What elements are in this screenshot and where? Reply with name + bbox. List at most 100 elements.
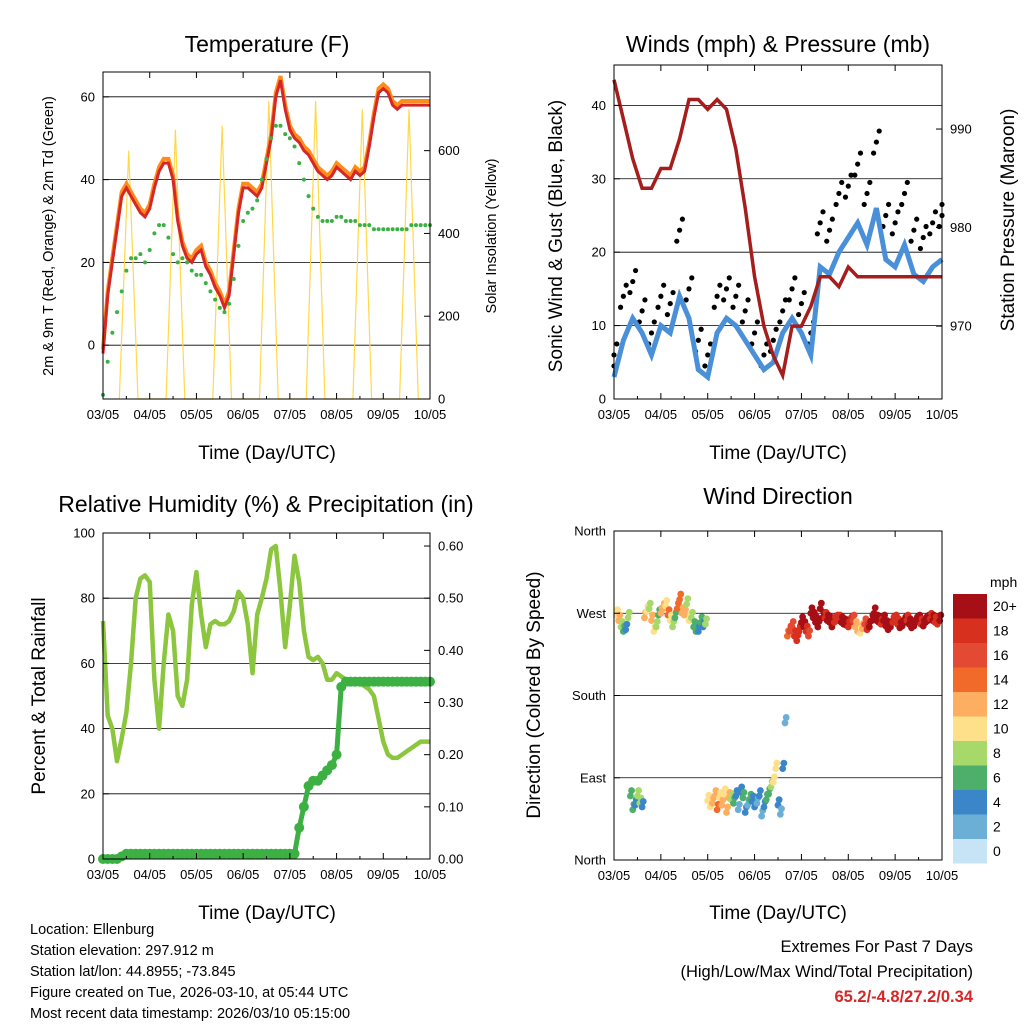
gust-point: [930, 220, 936, 226]
direction-point: [814, 623, 822, 631]
humidity-line: [100, 543, 430, 764]
legend-swatch: [953, 716, 987, 741]
dewpoint-point: [367, 223, 372, 228]
dewpoint-point: [273, 123, 278, 128]
dewpoint-point: [301, 177, 306, 182]
gust-point: [754, 319, 760, 325]
gust-point: [679, 216, 686, 222]
direction-point: [734, 806, 742, 814]
legend-label: 0: [993, 843, 1001, 859]
gust-point: [695, 337, 701, 343]
dewpoint-point: [348, 219, 353, 224]
direction-point: [703, 615, 710, 623]
winds-ylabel: Sonic Wind & Gust (Blue, Black): [546, 100, 567, 372]
recent-timestamp: Most recent data timestamp: 2026/03/10 0…: [30, 1006, 351, 1022]
temp-2m-line: [101, 79, 430, 354]
humidity-y2tick-label: 0.30: [438, 695, 463, 710]
dewpoint-point: [245, 210, 250, 215]
dewpoint-point: [287, 136, 292, 141]
gust-point: [711, 304, 717, 310]
direction-point: [671, 614, 679, 622]
gust-point: [855, 161, 861, 167]
gust-point: [667, 300, 673, 307]
temperature-ytick-label: 0: [88, 338, 95, 353]
humidity-axes: 0 20 40 60 80 100 0.00 0.10 0.20 0.30 0.40 0.50 0.60…: [73, 526, 463, 883]
direction-point: [614, 606, 621, 613]
station-latlon: Station lat/lon: 44.8955; -73.845: [30, 964, 236, 980]
direction-point: [628, 787, 635, 794]
gust-point: [658, 293, 664, 299]
gust-point: [917, 245, 924, 252]
direction-point: [694, 628, 702, 635]
precip-point: [289, 848, 300, 859]
direction-xlabel: Time (Day/UTC): [709, 903, 847, 924]
humidity-y2tick-label: 0.40: [438, 643, 463, 658]
gust-point: [617, 304, 624, 310]
legend-label: 6: [993, 770, 1001, 786]
dewpoint-point: [110, 330, 115, 335]
figure-created: Figure created on Tue, 2026-03-10, at 05…: [30, 985, 349, 1001]
gust-point: [639, 308, 645, 314]
direction-point: [805, 632, 812, 640]
direction-point: [641, 614, 648, 622]
temperature-title: Temperature (F): [185, 31, 350, 57]
gust-point: [870, 150, 877, 156]
dewpoint-point: [194, 272, 199, 277]
legend-swatch: [953, 741, 987, 766]
winds-ytick-label: 10: [592, 318, 606, 333]
dewpoint-point: [203, 281, 208, 286]
gust-point: [745, 297, 751, 303]
dewpoint-point: [231, 276, 236, 281]
gust-point: [842, 194, 849, 200]
direction-point: [772, 765, 780, 773]
direction-point: [769, 778, 777, 786]
gust-point: [885, 201, 892, 208]
direction-point: [758, 812, 765, 820]
direction-point: [724, 803, 732, 811]
dewpoint-point: [208, 289, 213, 294]
dewpoint-point: [334, 214, 339, 219]
direction-point: [730, 799, 737, 807]
gust-point: [730, 304, 736, 310]
legend-swatch: [953, 692, 987, 717]
legend-swatch: [953, 839, 987, 864]
humidity-ytick-label: 60: [81, 656, 95, 671]
direction-ytick-label: South: [572, 688, 606, 703]
humidity-xtick-label: 05/05: [180, 867, 213, 882]
gust-point: [677, 227, 683, 233]
gust-point: [651, 319, 657, 325]
gust-point: [796, 311, 802, 318]
legend-swatch: [953, 594, 987, 619]
humidity-ytick-label: 80: [81, 591, 95, 606]
direction-point: [776, 810, 784, 818]
gust-point: [892, 220, 898, 226]
direction-point: [676, 596, 683, 603]
direction-point: [771, 773, 778, 781]
winds-axes: 0 10 20 30 40 970 980 990 03/05 04/05 05/05 06/05 07…: [592, 65, 972, 422]
dewpoint-point: [413, 223, 418, 228]
dewpoint-point: [311, 206, 316, 211]
direction-point: [871, 604, 879, 612]
legend-swatch: [953, 667, 987, 692]
gust-point: [911, 227, 917, 233]
legend-swatch: [953, 643, 987, 668]
dewpoint-point: [138, 252, 143, 257]
direction-point: [648, 617, 655, 624]
gust-point: [932, 209, 939, 215]
temperature-xtick-label: 08/05: [320, 407, 353, 422]
gust-point: [786, 297, 792, 303]
gust-point: [789, 286, 795, 292]
precip-point: [326, 760, 337, 771]
dewpoint-point: [399, 227, 404, 232]
legend-label: 16: [993, 647, 1009, 663]
dewpoint-point: [264, 156, 269, 161]
direction-ytick-label: West: [577, 606, 607, 621]
direction-point: [789, 618, 797, 625]
temperature-ytick-label: 60: [81, 89, 95, 104]
dewpoint-point: [409, 223, 414, 228]
gust-point: [648, 330, 655, 336]
direction-xtick-label: 03/05: [598, 868, 631, 883]
gust-point: [883, 212, 889, 219]
